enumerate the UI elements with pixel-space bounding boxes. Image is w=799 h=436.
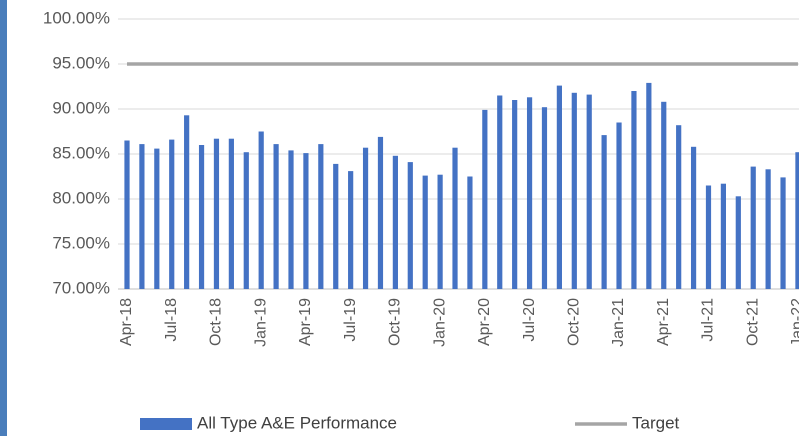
bar (690, 146, 697, 289)
bar (154, 148, 160, 289)
x-tick-label: Jul-19 (342, 298, 359, 342)
bar (646, 82, 652, 290)
x-tick-label: Jan-19 (252, 298, 269, 347)
x-tick-label: Jul-18 (163, 298, 180, 342)
x-tick-label: Apr-19 (297, 298, 314, 346)
legend-label: Target (632, 413, 680, 432)
bar (571, 92, 577, 289)
x-tick-label: Jul-20 (521, 298, 538, 342)
bar (422, 175, 428, 289)
y-tick-label: 75.00% (52, 233, 110, 252)
bar (467, 176, 473, 289)
y-tick-label: 95.00% (52, 53, 110, 72)
x-tick-label: Apr-21 (655, 298, 672, 346)
bar (765, 169, 771, 289)
bar (318, 144, 324, 289)
x-tick-label: Jul-21 (700, 298, 717, 342)
bar (124, 140, 130, 289)
x-tick-label: Jan-22 (789, 298, 799, 347)
bar (228, 138, 234, 289)
bar (437, 174, 443, 289)
bar (273, 144, 279, 289)
legend-label: All Type A&E Performance (197, 413, 397, 432)
y-tick-label: 100.00% (43, 8, 110, 27)
y-tick-label: 70.00% (52, 278, 110, 297)
bar (705, 185, 712, 289)
bar (735, 196, 741, 289)
bar (362, 147, 369, 289)
bar (661, 101, 667, 289)
bar (795, 152, 799, 289)
bar (258, 131, 264, 289)
bar (348, 171, 354, 289)
bar (184, 115, 190, 289)
bar (198, 145, 205, 289)
bar (482, 109, 488, 290)
bar (720, 183, 726, 289)
bar (601, 135, 607, 289)
x-tick-label: Jan-21 (610, 298, 627, 347)
bar (512, 100, 518, 289)
x-tick-label: Jan-20 (431, 298, 448, 347)
legend-swatch (140, 418, 192, 430)
bar (303, 153, 309, 289)
bar (213, 138, 220, 289)
bar (541, 107, 548, 289)
x-tick-label: Oct-18 (208, 298, 225, 346)
bar (169, 139, 175, 289)
x-tick-label: Oct-21 (744, 298, 761, 346)
bar (556, 85, 562, 289)
window-edge (0, 0, 7, 436)
bar (392, 155, 398, 289)
bar (407, 162, 413, 289)
bar (586, 94, 592, 289)
y-tick-label: 80.00% (52, 188, 110, 207)
y-tick-label: 90.00% (52, 98, 110, 117)
x-tick-label: Oct-19 (387, 298, 404, 346)
bar (497, 95, 503, 289)
bar (631, 91, 637, 289)
x-tick-label: Oct-20 (566, 298, 583, 346)
y-tick-label: 85.00% (52, 143, 110, 162)
bar (288, 150, 294, 289)
bar (243, 152, 249, 289)
bar (780, 177, 786, 289)
bar (526, 97, 533, 289)
bar (452, 147, 458, 289)
bar (377, 136, 384, 289)
bar (676, 125, 682, 289)
bar (333, 163, 339, 289)
x-tick-label: Apr-20 (476, 298, 493, 346)
bar (750, 166, 756, 289)
x-tick-label: Apr-18 (118, 298, 135, 346)
bar (139, 144, 145, 289)
bar (616, 122, 622, 289)
